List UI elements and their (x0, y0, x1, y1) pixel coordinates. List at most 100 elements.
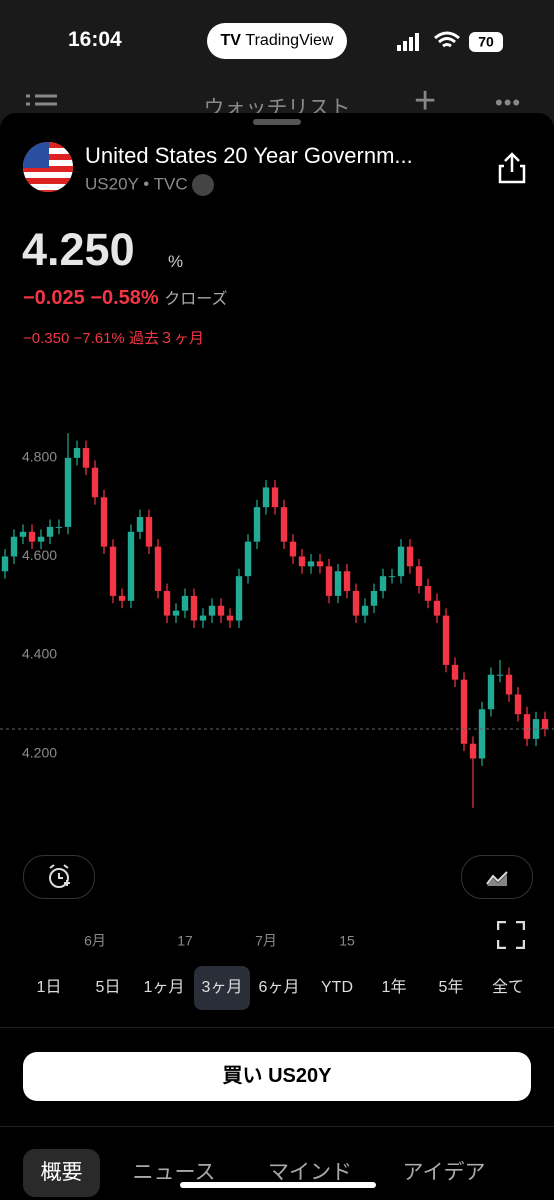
range-button[interactable]: 全て (491, 979, 524, 996)
candle-body (280, 507, 288, 542)
tab[interactable]: アイデア (402, 1161, 486, 1184)
candle-body (370, 590, 378, 606)
candle-body (208, 605, 216, 616)
range-button[interactable]: YTD (321, 979, 353, 996)
candle-body (397, 546, 405, 577)
candle-body (415, 566, 423, 587)
candle-body (127, 531, 135, 601)
candle-body (505, 674, 513, 695)
period-change-percent: −7.61% (73, 330, 125, 347)
indicator-button[interactable] (461, 855, 533, 899)
x-tick-label: 6月 (84, 933, 106, 949)
candle-body (316, 561, 324, 567)
home-indicator (180, 1182, 376, 1188)
battery (469, 32, 503, 52)
tab[interactable]: ニュース (132, 1161, 216, 1184)
add-button[interactable]: + (414, 80, 437, 122)
candle-body (28, 531, 36, 542)
candle-body (352, 590, 360, 616)
candle-body (460, 679, 468, 744)
candle-body (163, 590, 171, 616)
candle-body (424, 586, 432, 601)
exchange: TVC (153, 174, 188, 194)
status-dot (192, 174, 215, 196)
market-status: クローズ (164, 291, 228, 308)
candle-body (361, 605, 369, 616)
range-button[interactable]: 3ヶ月 (194, 966, 250, 1010)
range-button[interactable]: 1年 (381, 979, 407, 996)
candle-body (82, 448, 90, 468)
menu-icon[interactable] (26, 92, 60, 112)
fullscreen-button[interactable] (497, 921, 525, 949)
candle-body (514, 694, 522, 715)
candle-body (118, 595, 126, 601)
more-button[interactable]: ••• (495, 90, 522, 115)
grabber (253, 119, 301, 125)
candle-body (55, 526, 63, 528)
candle-body (199, 615, 207, 621)
candle-body (136, 517, 144, 532)
range-button[interactable]: 5日 (95, 979, 121, 996)
candle-body (1, 556, 9, 572)
symbol-name: United States 20 Year Governm... (85, 143, 413, 168)
period-change: −0.350 (23, 330, 70, 347)
candle-body (100, 497, 108, 547)
candle-body (406, 546, 414, 567)
candle-body (154, 546, 162, 591)
change-row: −0.025 −0.58% クローズ (23, 285, 227, 310)
flag-icon (23, 142, 73, 192)
candle-body (145, 517, 153, 547)
candle-body (298, 556, 306, 567)
candle-body (244, 541, 252, 577)
alert-button[interactable] (23, 855, 95, 899)
candle-body (307, 561, 315, 567)
candle-body (235, 576, 243, 621)
status-time: 16:04 (68, 28, 122, 51)
y-tick-label: 4.400 (22, 646, 57, 662)
candle-body (469, 743, 477, 759)
candle-body (325, 566, 333, 596)
range-button[interactable]: 1日 (36, 979, 62, 996)
share-button[interactable] (498, 152, 526, 184)
candle-body (343, 571, 351, 591)
candle-body (181, 595, 189, 611)
range-button[interactable]: 6ヶ月 (258, 979, 300, 996)
y-tick-label: 4.600 (22, 547, 57, 563)
wifi (434, 31, 460, 48)
candle-body (10, 536, 18, 557)
tab[interactable]: マインド (268, 1161, 352, 1184)
divider (0, 1027, 554, 1028)
range-button[interactable]: 1ヶ月 (143, 979, 185, 996)
candle-body (217, 605, 225, 616)
candle-body (289, 541, 297, 557)
period-row: −0.350 −7.61% 過去３ヶ月 (23, 327, 204, 348)
candle-body (433, 600, 441, 616)
candle-body (19, 531, 27, 537)
candle-body (541, 719, 549, 729)
candle-body (73, 448, 81, 458)
candle-body (262, 487, 270, 508)
tab[interactable]: 概要 (23, 1149, 100, 1197)
x-tick-label: 7月 (255, 933, 277, 949)
candle-body (523, 714, 531, 739)
signal (409, 37, 413, 51)
signal (397, 45, 401, 51)
candle-body (172, 610, 180, 616)
signal (415, 33, 419, 51)
price: 4.250 (22, 224, 135, 275)
candle-body (334, 571, 342, 596)
y-tick-label: 4.800 (22, 449, 57, 465)
x-tick-label: 15 (339, 933, 355, 949)
chart: 4.200 4.400 4.600 4.800 6月 17 7月 15 (0, 433, 554, 949)
price-unit: % (168, 252, 184, 271)
app-badge: TV TradingView (207, 23, 347, 59)
range-button[interactable]: 5年 (438, 979, 464, 996)
status-icons: 70 (397, 31, 503, 52)
change-percent: −0.58% (90, 287, 159, 309)
candle-body (487, 674, 495, 710)
sheet (0, 113, 554, 1200)
candle-body (37, 536, 45, 542)
buy-button[interactable]: 買い US20Y (23, 1052, 531, 1101)
